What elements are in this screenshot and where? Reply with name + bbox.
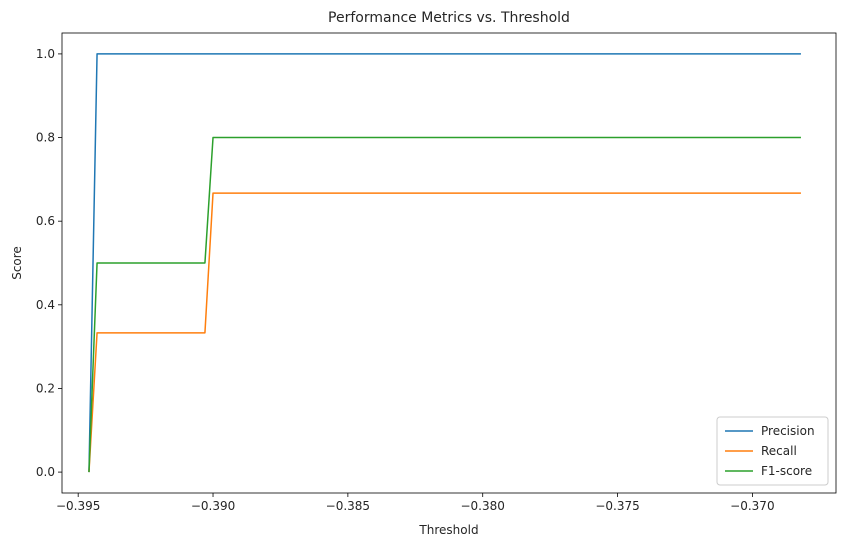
y-axis-label: Score bbox=[10, 246, 24, 280]
y-tick-label: 0.2 bbox=[36, 381, 55, 395]
x-tick-label: −0.390 bbox=[191, 499, 235, 513]
legend-label: Precision bbox=[761, 424, 815, 438]
x-tick-label: −0.380 bbox=[460, 499, 504, 513]
legend-label: F1-score bbox=[761, 464, 812, 478]
y-tick-label: 1.0 bbox=[36, 47, 55, 61]
x-tick-label: −0.385 bbox=[326, 499, 370, 513]
x-axis: −0.395 −0.390 −0.385 −0.380 −0.375 −0.370 bbox=[56, 493, 775, 513]
plot-frame bbox=[61, 32, 837, 494]
plot-area bbox=[88, 53, 801, 473]
legend-label: Recall bbox=[761, 444, 797, 458]
legend-box bbox=[716, 416, 829, 486]
x-tick-label: −0.370 bbox=[730, 499, 774, 513]
series-line-f1-score bbox=[88, 136, 801, 473]
series-line-recall bbox=[88, 192, 801, 473]
x-axis-label: Threshold bbox=[418, 523, 478, 537]
legend: Precision Recall F1-score bbox=[716, 416, 829, 486]
y-tick-label: 0.8 bbox=[36, 131, 55, 145]
y-tick-label: 0.0 bbox=[36, 465, 55, 479]
x-tick-label: −0.375 bbox=[595, 499, 639, 513]
chart-title: Performance Metrics vs. Threshold bbox=[328, 10, 570, 26]
y-tick-label: 0.6 bbox=[36, 214, 55, 228]
y-tick-label: 0.4 bbox=[36, 298, 55, 312]
x-tick-label: −0.395 bbox=[56, 499, 100, 513]
y-axis: 0.0 0.2 0.4 0.6 0.8 1.0 bbox=[36, 47, 62, 479]
series-line-precision bbox=[88, 53, 801, 473]
